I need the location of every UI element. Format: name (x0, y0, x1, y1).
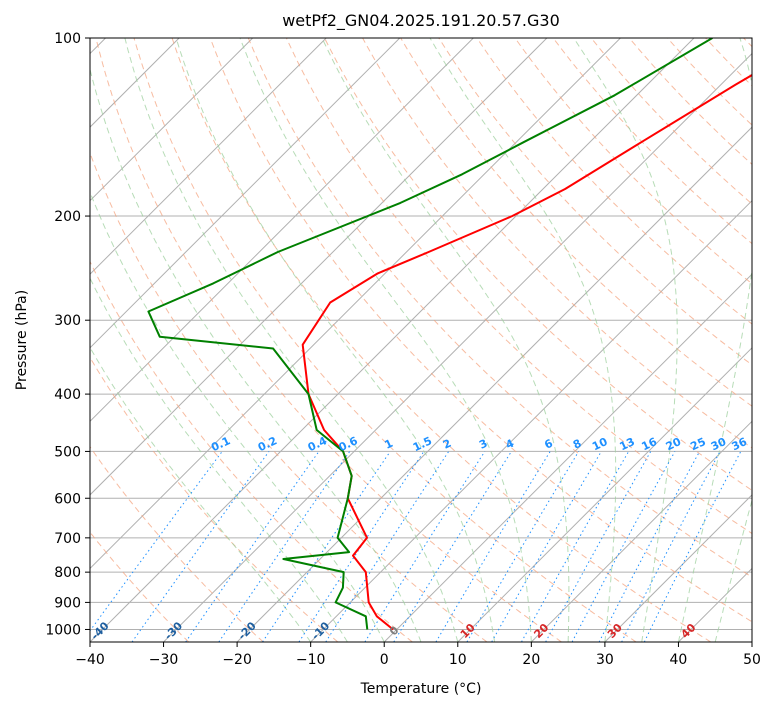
x-tick-label: −10 (296, 652, 326, 668)
isotherm-gridline (90, 38, 695, 642)
mixing-ratio-label: 16 (640, 435, 660, 453)
dry-adiabat (324, 38, 752, 491)
moist-adiabat (90, 190, 385, 642)
mixing-ratio-label: 13 (617, 435, 636, 453)
moist-adiabat (90, 67, 422, 642)
mixing-ratio-line (218, 451, 351, 642)
x-tick-label: 20 (522, 652, 540, 668)
mixing-ratio-line (325, 451, 450, 642)
y-tick-label: 600 (54, 491, 81, 507)
dry-adiabat (247, 38, 752, 578)
y-axis-title: Pressure (hPa) (14, 290, 30, 390)
dry-adiabat (171, 38, 712, 642)
moist-adiabat (239, 38, 532, 642)
x-tick-label: 50 (743, 652, 761, 668)
y-tick-label: 400 (54, 387, 81, 403)
mixing-ratio-label: 10 (590, 435, 610, 453)
y-tick-label: 200 (54, 209, 81, 225)
profile-lines (147, 38, 752, 631)
x-axis-title: Temperature (°C) (360, 681, 482, 697)
mixing-ratio-line (393, 451, 512, 642)
x-tick-label: 30 (596, 652, 614, 668)
dry-adiabat (90, 445, 264, 642)
isotherm-gridline (90, 38, 401, 349)
x-tick-label: 40 (670, 652, 688, 668)
mixing-ratio-label: 25 (688, 435, 707, 453)
moist-adiabat (677, 38, 752, 642)
x-tick-label: 10 (449, 652, 467, 668)
moist-adiabat (321, 38, 570, 642)
dry-adiabat (285, 38, 752, 535)
dry-adiabat (209, 38, 752, 623)
isotherm-gridline (90, 38, 548, 496)
temperature-profile (301, 73, 752, 631)
isotherm-gridline (383, 273, 752, 642)
y-tick-label: 100 (54, 31, 81, 47)
mixing-ratio-line (643, 451, 742, 642)
isotherm-gridline (751, 641, 752, 642)
x-tick-label: −40 (75, 652, 105, 668)
x-tick-label: −20 (222, 652, 252, 668)
mixing-ratio-label: 20 (664, 435, 684, 453)
plot-frame (89, 37, 753, 643)
isotherm-gridline (90, 38, 327, 275)
moist-adiabat (714, 498, 752, 642)
axes: −40 −30 −20 −10 0 10 20 30 40 50 100 200 300 400 500 60… (45, 31, 761, 668)
mixing-ratio-line (466, 451, 580, 642)
isotherm-gridline (163, 52, 752, 642)
mixing-ratio-label: 30 (709, 435, 729, 453)
y-tick-label: 300 (54, 313, 81, 329)
chart-title: wetPf2_GN04.2025.191.20.57.G30 (282, 11, 560, 31)
y-tick-label: 800 (54, 565, 81, 581)
mixing-ratio-line (298, 451, 425, 642)
background-lines (90, 38, 752, 642)
y-tick-label: 900 (54, 595, 81, 611)
isotherm-gridline (604, 494, 752, 642)
moist-adiabat (90, 277, 348, 642)
mixing-ratio-line (571, 451, 676, 642)
y-tick-label: 500 (54, 444, 81, 460)
dry-adiabat (90, 260, 413, 642)
moist-adiabat (573, 38, 678, 642)
y-tick-label: 700 (54, 531, 81, 547)
mixing-ratio-line (435, 451, 551, 642)
mixing-ratio-label: 36 (730, 435, 750, 453)
isotherm-gridline (236, 126, 752, 642)
y-tick-label: 1000 (45, 622, 81, 638)
moist-adiabat (175, 38, 496, 642)
x-tick-label: −30 (149, 652, 179, 668)
dewpoint-profile (147, 38, 713, 630)
isotherm-gridline (90, 38, 474, 423)
moist-adiabat (124, 38, 459, 642)
mixing-ratio-line (131, 451, 270, 642)
isotherm-gridline (90, 38, 254, 202)
moist-adiabat (429, 38, 617, 642)
isotherm-gridline (457, 347, 752, 642)
x-tick-label: 0 (380, 652, 389, 668)
isotherm-gridline (90, 38, 621, 570)
isotherm-gridline (530, 420, 752, 642)
dry-adiabat (95, 38, 562, 642)
dry-adiabat (514, 38, 752, 285)
moist-adiabat (90, 346, 312, 642)
mixing-ratio-line (262, 451, 391, 642)
mixing-ratio-line (185, 451, 320, 642)
dry-adiabat (133, 38, 637, 642)
